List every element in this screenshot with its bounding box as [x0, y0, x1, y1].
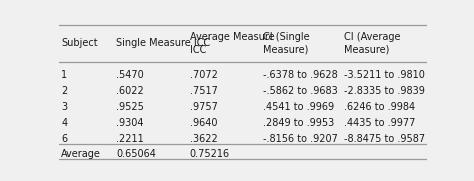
Text: .4541 to .9969: .4541 to .9969 [263, 102, 334, 112]
Text: Single Measure ICC: Single Measure ICC [116, 39, 210, 49]
Text: -.6378 to .9628: -.6378 to .9628 [263, 70, 338, 80]
Text: -3.5211 to .9810: -3.5211 to .9810 [344, 70, 425, 80]
Text: 2: 2 [61, 86, 67, 96]
Text: 0.65064: 0.65064 [116, 149, 156, 159]
Text: 1: 1 [61, 70, 67, 80]
Text: Average Measure
ICC: Average Measure ICC [190, 32, 274, 55]
Text: -2.8335 to .9839: -2.8335 to .9839 [344, 86, 425, 96]
Text: .3622: .3622 [190, 134, 218, 144]
Text: .2849 to .9953: .2849 to .9953 [263, 118, 334, 128]
Text: .9304: .9304 [116, 118, 144, 128]
Text: Average: Average [61, 149, 101, 159]
Text: .5470: .5470 [116, 70, 144, 80]
Text: .9757: .9757 [190, 102, 218, 112]
Text: .2211: .2211 [116, 134, 144, 144]
Text: .4435 to .9977: .4435 to .9977 [344, 118, 415, 128]
Text: -8.8475 to .9587: -8.8475 to .9587 [344, 134, 425, 144]
Text: .7072: .7072 [190, 70, 218, 80]
Text: .6246 to .9984: .6246 to .9984 [344, 102, 415, 112]
Text: 0.75216: 0.75216 [190, 149, 230, 159]
Text: .9525: .9525 [116, 102, 144, 112]
Text: 6: 6 [61, 134, 67, 144]
Text: CI (Average
Measure): CI (Average Measure) [344, 32, 401, 55]
Text: -.5862 to .9683: -.5862 to .9683 [263, 86, 338, 96]
Text: .7517: .7517 [190, 86, 218, 96]
Text: Subject: Subject [61, 39, 98, 49]
Text: .9640: .9640 [190, 118, 217, 128]
Text: .6022: .6022 [116, 86, 144, 96]
Text: 3: 3 [61, 102, 67, 112]
Text: -.8156 to .9207: -.8156 to .9207 [263, 134, 338, 144]
Text: 4: 4 [61, 118, 67, 128]
Text: CI (Single
Measure): CI (Single Measure) [263, 32, 310, 55]
